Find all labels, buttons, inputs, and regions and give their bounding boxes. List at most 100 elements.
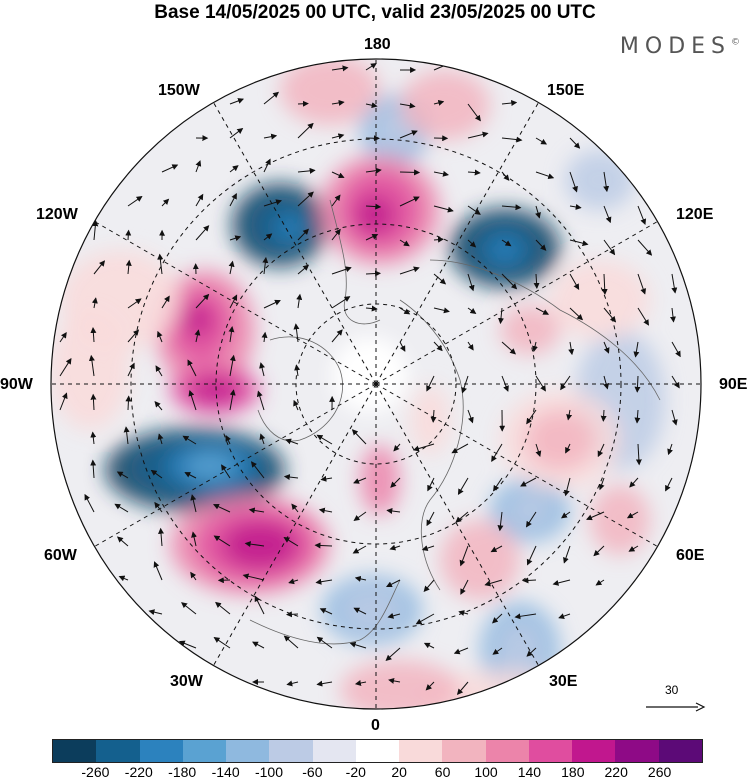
wind-vector: [194, 329, 201, 343]
colorbar-swatch: [182, 740, 227, 762]
wind-vector: [467, 307, 477, 314]
wind-vector: [84, 493, 95, 513]
colorbar-swatch: [572, 740, 616, 762]
wind-vector: [156, 330, 163, 343]
anomaly-blob: [510, 494, 550, 526]
wind-vector: [453, 647, 469, 655]
lon-label-30e: 30E: [549, 673, 578, 690]
wind-vector: [228, 260, 235, 275]
wind-vector: [593, 545, 605, 557]
wind-vector: [254, 595, 265, 615]
modes-logo: MODES©: [619, 34, 740, 59]
wind-vector: [497, 511, 504, 532]
wind-vector: [127, 298, 142, 309]
wind-vector: [671, 409, 678, 426]
wind-vector: [184, 472, 197, 479]
wind-vector: [188, 389, 197, 411]
coastline: [399, 299, 464, 591]
wind-vector: [154, 401, 163, 411]
wind-vector: [634, 409, 641, 424]
wind-vector: [467, 239, 477, 248]
reference-vector-arrow: [646, 702, 706, 712]
wind-vector: [390, 477, 401, 488]
wind-vector: [467, 169, 481, 176]
colorbar-tick-label: 60: [434, 764, 451, 780]
anomaly-blob: [51, 310, 130, 430]
wind-vector: [263, 233, 273, 241]
colorbar-swatch: [269, 740, 313, 762]
wind-vector: [178, 640, 197, 649]
wind-vector: [92, 220, 99, 241]
anomaly-blob: [410, 385, 450, 455]
wind-vector: [535, 205, 541, 219]
meridian-line: [375, 383, 663, 550]
wind-vector: [399, 169, 421, 176]
wind-vector: [423, 579, 435, 593]
coastline: [249, 579, 401, 645]
colorbar-swatch: [399, 740, 443, 762]
lon-label-60w: 60W: [44, 547, 77, 564]
wind-vector: [351, 429, 367, 445]
wind-vector: [637, 273, 647, 295]
wind-vector: [491, 443, 503, 462]
wind-vector: [215, 601, 231, 615]
wind-vector: [195, 225, 210, 241]
wind-vector: [331, 171, 345, 179]
wind-vector: [569, 273, 580, 291]
colorbar-tick-label: -180: [168, 764, 197, 780]
wind-vector: [433, 236, 444, 243]
colorbar-tick-label: -60: [302, 764, 323, 780]
wind-vector: [365, 234, 379, 241]
wind-vector: [399, 196, 420, 207]
wind-vector: [316, 636, 333, 649]
wind-vector: [353, 477, 367, 484]
wind-vector: [297, 264, 310, 275]
wind-vector: [501, 204, 522, 211]
wind-vector: [283, 537, 299, 547]
wind-vector: [331, 296, 351, 309]
wind-vector: [492, 647, 503, 655]
wind-vector: [286, 680, 299, 687]
wind-vector: [242, 573, 265, 581]
wind-vector: [187, 359, 197, 377]
wind-vector: [461, 375, 469, 394]
wind-vector: [291, 503, 299, 513]
wind-vector: [116, 471, 129, 479]
wind-vector: [353, 607, 367, 615]
meridian-line: [375, 218, 663, 385]
wind-vector: [433, 170, 449, 177]
colorbar-tick-label: -20: [345, 764, 366, 780]
anomaly-blob: [487, 236, 523, 264]
wind-vector: [155, 365, 163, 377]
wind-vector: [161, 198, 170, 207]
coastline: [429, 259, 661, 401]
colorbar-swatch: [658, 740, 702, 762]
wind-vector: [426, 511, 435, 527]
wind-vector: [637, 239, 653, 256]
wind-vector: [90, 459, 97, 479]
wind-vector: [229, 294, 238, 309]
wind-vector: [569, 239, 589, 247]
lon-label-120e: 120E: [676, 206, 714, 223]
colorbar-ticks: -260 -220 -180 -140 -100 -60 -20 20 60 100 140 180 2…: [52, 764, 703, 782]
wind-vector: [386, 508, 401, 514]
anomaly-blob: [550, 260, 650, 340]
wind-vector: [263, 299, 281, 309]
wind-vector: [285, 611, 299, 618]
wind-vector: [229, 127, 244, 139]
wind-vector: [127, 195, 143, 207]
wind-vector: [603, 341, 610, 354]
anomaly-blob: [280, 59, 380, 125]
wind-vector: [125, 395, 132, 411]
wind-vector: [229, 192, 237, 207]
wind-vector: [399, 239, 410, 247]
wind-vector: [637, 205, 647, 226]
colorbar-tick-label: 260: [647, 764, 672, 780]
wind-vector: [671, 341, 681, 358]
wind-vector: [433, 99, 445, 106]
wind-vector: [563, 545, 571, 564]
wind-vector: [635, 443, 642, 466]
wind-vector: [158, 527, 165, 547]
wind-vector: [331, 133, 345, 140]
wind-vector: [319, 608, 333, 615]
